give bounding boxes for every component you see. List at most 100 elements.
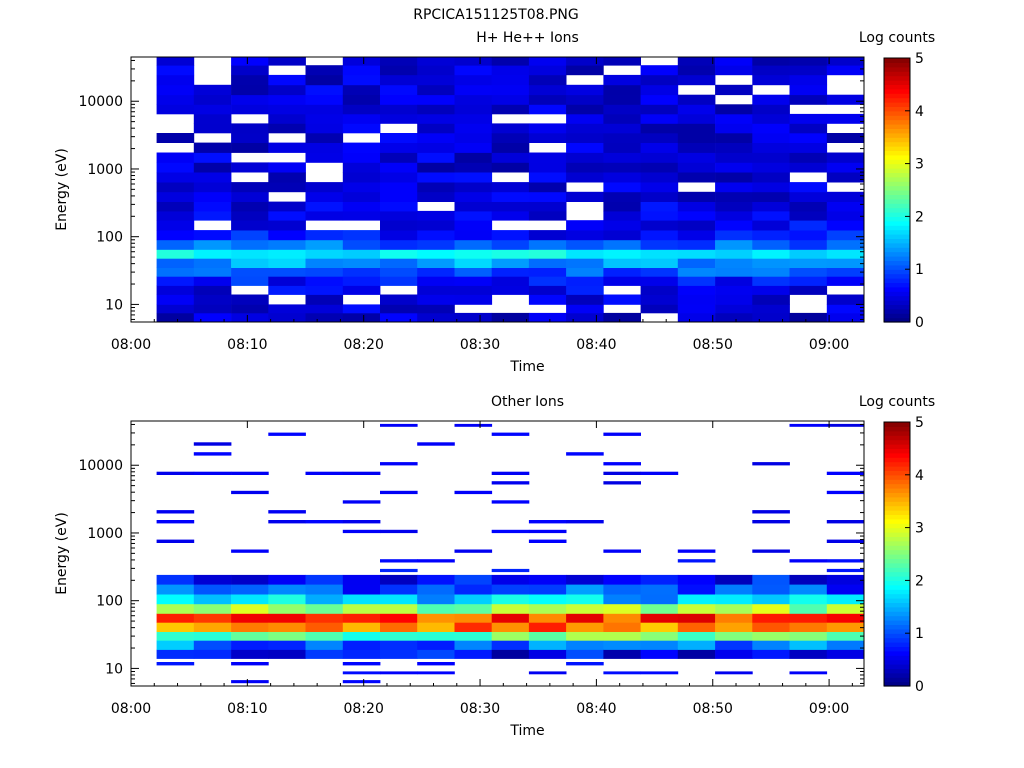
heatmap-cell (528, 622, 567, 632)
colorbar-segment (884, 132, 910, 138)
heatmap-cell (677, 172, 716, 183)
heatmap-cell (454, 603, 493, 614)
heatmap-cell (231, 162, 269, 173)
heatmap-cell (491, 285, 530, 295)
colorbar-segment (884, 308, 910, 314)
heatmap-cell (715, 201, 753, 212)
heatmap-cell (528, 258, 567, 268)
heatmap-cell (342, 191, 381, 202)
colorbar-segment (884, 430, 910, 436)
heatmap-cell (193, 113, 232, 124)
heatmap-cell (231, 622, 269, 632)
heatmap-cell (491, 481, 530, 485)
heatmap-cell (454, 631, 493, 641)
heatmap-cell (789, 631, 828, 641)
heatmap-cell (454, 584, 493, 595)
heatmap-cell (231, 142, 269, 153)
heatmap-cell (454, 490, 493, 495)
heatmap-cell (305, 84, 344, 96)
heatmap-cell (677, 304, 716, 314)
heatmap-cell (715, 258, 753, 268)
heatmap-cell (603, 210, 641, 221)
heatmap-cell (640, 267, 679, 277)
heatmap-cell (603, 230, 641, 241)
colorbar-segment (884, 488, 910, 493)
heatmap-cell (380, 631, 418, 641)
heatmap-cell (715, 649, 753, 659)
colorbar-tick-label: 4 (915, 104, 924, 120)
heatmap-cell (491, 631, 530, 641)
heatmap-cell (789, 285, 828, 295)
heatmap-cell (231, 594, 269, 605)
colorbar-segment (884, 523, 910, 529)
heatmap-cell (677, 133, 716, 143)
heatmap-cell (752, 304, 790, 314)
heatmap-cell (231, 680, 269, 684)
heatmap-cell (193, 276, 232, 286)
heatmap-cell (342, 312, 381, 323)
heatmap-cell (752, 249, 790, 259)
heatmap-cell (268, 276, 306, 286)
heatmap-cell (305, 649, 344, 659)
heatmap-cell (677, 622, 716, 632)
heatmap-cell (268, 613, 306, 623)
heatmap-cell (454, 210, 493, 221)
heatmap-cell (640, 230, 679, 241)
y-tick-label: 1000 (87, 526, 123, 542)
x-tick-label: 08:40 (576, 337, 616, 353)
heatmap-cell (491, 152, 530, 163)
colorbar-segment (884, 554, 910, 559)
heatmap-cell (603, 191, 641, 202)
heatmap-cell (826, 649, 865, 659)
heatmap-cell (454, 133, 493, 143)
panel-h-he-ions: H+ He++ Ions 08:00 08:10 08:20 08:30 08:40 08:… (54, 30, 935, 375)
heatmap-cell (454, 152, 493, 163)
heatmap-cell (380, 220, 418, 231)
heatmap-cell (268, 258, 306, 268)
heatmap-cell (528, 172, 567, 183)
heatmap-cell (305, 276, 344, 286)
heatmap-cell (156, 249, 195, 259)
heatmap-cell (305, 520, 344, 524)
heatmap-cell (826, 423, 865, 427)
heatmap-cell (417, 113, 455, 124)
heatmap-cell (826, 258, 865, 268)
heatmap-cell (268, 304, 306, 314)
heatmap-cell (231, 662, 269, 666)
heatmap-cell (268, 182, 306, 193)
heatmap-cell (193, 182, 232, 193)
heatmap-cell (268, 249, 306, 259)
heatmap-cell (491, 603, 530, 614)
heatmap-cell (640, 258, 679, 268)
heatmap-cell (231, 220, 269, 231)
heatmap-cell (826, 594, 865, 605)
heatmap-cell (305, 258, 344, 268)
heatmap-cell (305, 191, 344, 202)
colorbar-segment (884, 80, 910, 85)
heatmap-cell (380, 142, 418, 153)
heatmap-cell (193, 594, 232, 605)
heatmap-cell (454, 113, 493, 124)
heatmap-cell (715, 220, 753, 231)
heatmap-cell (789, 594, 828, 605)
heatmap-cell (789, 152, 828, 163)
colorbar-segment (884, 655, 910, 661)
colorbar-segment (884, 584, 910, 590)
heatmap-cell (752, 462, 790, 466)
heatmap-cell (603, 258, 641, 268)
heatmap-cell (528, 210, 567, 221)
heatmap-cell (342, 239, 381, 250)
heatmap-cell (715, 631, 753, 641)
heatmap-cell (528, 57, 567, 66)
heatmap-cell (528, 671, 567, 675)
heatmap-cell (491, 258, 530, 268)
heatmap-cell (454, 622, 493, 632)
heatmap-cell (305, 622, 344, 632)
heatmap-cell (268, 210, 306, 221)
heatmap-cell (454, 267, 493, 277)
heatmap-cell (603, 312, 641, 323)
heatmap-cell (305, 113, 344, 124)
heatmap-cell (268, 631, 306, 641)
heatmap-cell (305, 640, 344, 650)
heatmap-cell (566, 285, 604, 295)
